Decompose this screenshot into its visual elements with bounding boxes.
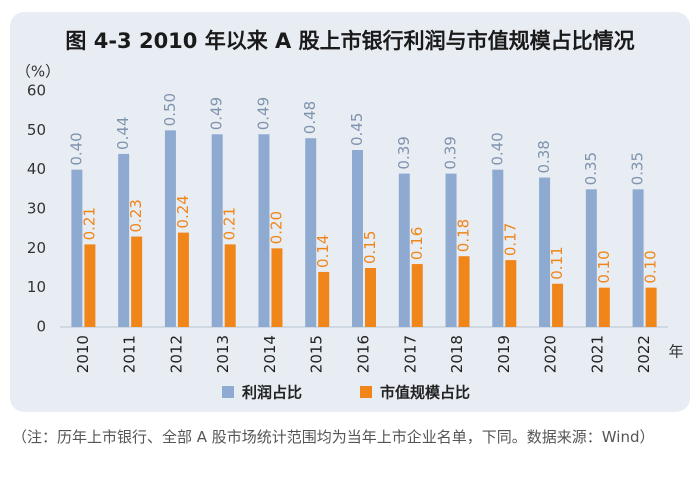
legend-label: 利润占比	[242, 384, 302, 402]
value-label: 0.39	[395, 136, 413, 169]
x-tick-label: 2021	[588, 335, 606, 373]
value-label: 0.49	[254, 97, 272, 130]
value-label: 0.49	[208, 97, 226, 130]
bar	[365, 268, 376, 327]
bar	[398, 173, 410, 327]
x-tick-label: 2015	[308, 335, 326, 373]
bar	[305, 138, 317, 327]
y-tick-label: 0	[36, 318, 46, 336]
bar	[71, 169, 83, 327]
bar	[585, 189, 597, 327]
x-tick-label: 2011	[121, 335, 139, 373]
value-label: 0.16	[408, 227, 426, 260]
value-label: 0.20	[267, 211, 285, 244]
legend-label: 市值规模占比	[380, 384, 470, 402]
value-label: 0.14	[314, 235, 332, 268]
legend-swatch	[360, 386, 372, 398]
value-label: 0.17	[501, 223, 519, 256]
bar	[411, 264, 423, 327]
value-label: 0.44	[114, 117, 132, 150]
bar	[492, 169, 504, 327]
value-label: 0.10	[595, 250, 613, 283]
bar	[552, 283, 564, 327]
y-tick-label: 40	[27, 160, 46, 178]
bar	[118, 153, 130, 327]
x-tick-label: 2016	[355, 335, 373, 373]
x-axis-unit: 年	[668, 343, 683, 361]
value-label: 0.48	[301, 101, 319, 134]
bar	[271, 248, 283, 327]
bar	[164, 130, 176, 327]
bar	[458, 256, 470, 327]
x-tick-label: 2014	[261, 335, 279, 373]
value-label: 0.24	[174, 195, 192, 228]
value-label: 0.18	[455, 219, 473, 252]
value-label: 0.40	[488, 132, 506, 165]
value-label: 0.35	[582, 152, 600, 185]
y-tick-label: 60	[27, 82, 46, 100]
value-label: 0.38	[535, 140, 553, 173]
value-label: 0.45	[348, 113, 366, 146]
value-label: 0.50	[161, 93, 179, 126]
y-tick-label: 50	[27, 121, 46, 139]
bar	[131, 236, 143, 327]
x-tick-label: 2019	[495, 335, 513, 373]
y-tick-label: 20	[27, 239, 46, 257]
bar	[505, 260, 517, 327]
value-label: 0.35	[629, 152, 647, 185]
value-label: 0.39	[442, 136, 460, 169]
value-label: 0.21	[80, 207, 98, 240]
x-tick-label: 2012	[167, 335, 185, 373]
chart-title: 图 4-3 2010 年以来 A 股上市银行利润与市值规模占比情况	[65, 29, 634, 53]
bar	[211, 134, 223, 327]
value-label: 0.15	[361, 231, 379, 264]
value-label: 0.23	[127, 199, 145, 232]
value-label: 0.11	[548, 246, 566, 279]
bar	[177, 232, 189, 327]
bar	[352, 150, 363, 327]
x-tick-label: 2022	[635, 335, 653, 373]
legend-swatch	[222, 386, 234, 398]
x-tick-label: 2020	[542, 335, 560, 373]
y-tick-label: 10	[27, 278, 46, 296]
x-tick-label: 2013	[214, 335, 232, 373]
x-tick-label: 2017	[401, 335, 419, 373]
x-tick-label: 2018	[448, 335, 466, 373]
bar	[539, 177, 551, 327]
bar	[258, 134, 270, 327]
bar	[598, 287, 610, 327]
bar	[445, 173, 457, 327]
value-label: 0.21	[221, 207, 239, 240]
bar	[318, 271, 330, 327]
bar	[645, 287, 657, 327]
value-label: 0.40	[67, 132, 85, 165]
value-label: 0.10	[642, 250, 660, 283]
y-tick-label: 30	[27, 200, 46, 218]
x-tick-label: 2010	[74, 335, 92, 373]
y-axis-label: （%）	[16, 63, 60, 81]
bar	[224, 244, 236, 327]
footnote: （注：历年上市银行、全部 A 股市场统计范围均为当年上市企业名单，下同。数据来源…	[12, 428, 655, 446]
bar	[84, 244, 96, 327]
bar	[632, 189, 644, 327]
